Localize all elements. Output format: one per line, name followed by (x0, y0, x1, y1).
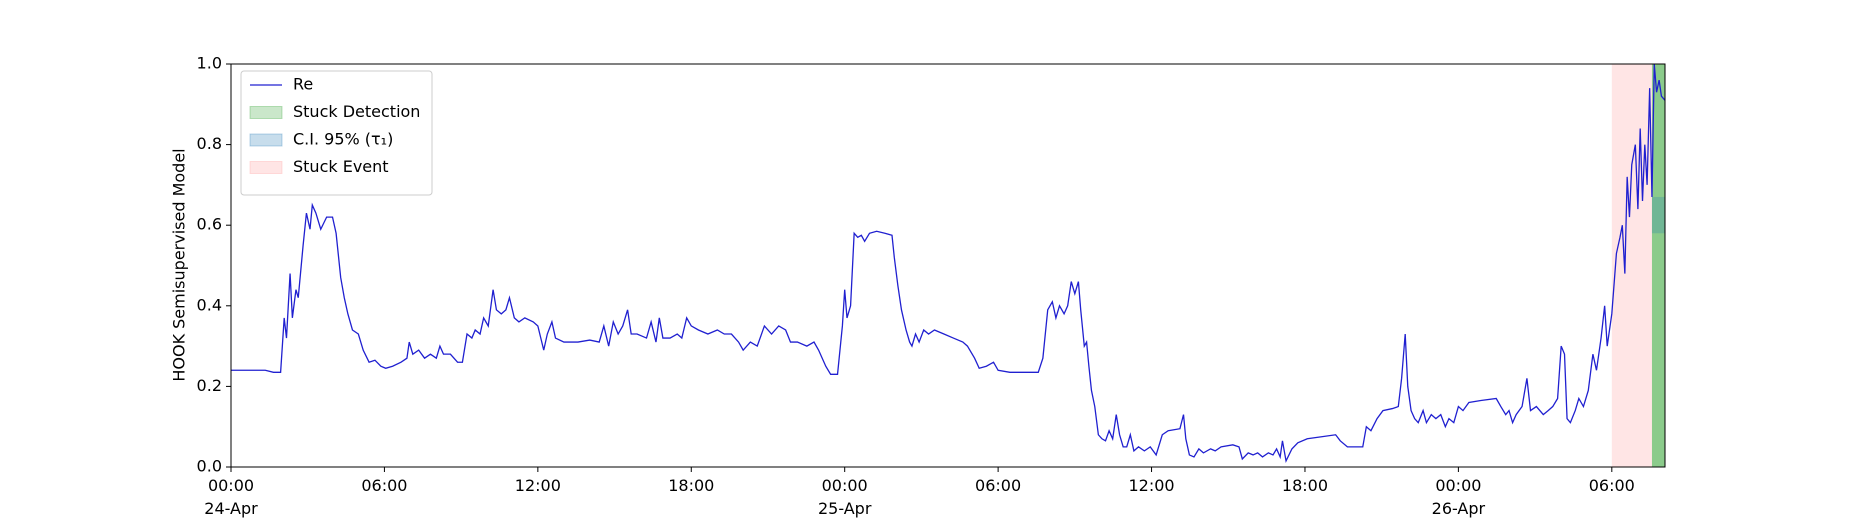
legend-swatch (249, 161, 283, 174)
legend: Re Stuck Detection C.I. 95% (τ₁) Stuck Even… (240, 70, 433, 196)
x-tick-label: 00:00 26-Apr (1431, 476, 1486, 518)
legend-label: C.I. 95% (τ₁) (293, 130, 393, 149)
y-tick-label: 0.6 (197, 215, 222, 234)
legend-swatch (249, 106, 283, 119)
x-tick-label: 00:00 25-Apr (817, 476, 872, 518)
legend-box (240, 70, 433, 196)
legend-label: Stuck Detection (293, 102, 420, 121)
x-tick-label: 06:00 (361, 476, 408, 495)
y-tick-label: 0.0 (197, 457, 222, 476)
span (1651, 196, 1665, 234)
legend-label: Stuck Event (293, 157, 389, 176)
span (1651, 64, 1665, 467)
x-tick-label: 12:00 (514, 476, 561, 495)
plot-frame (230, 63, 1666, 468)
x-tick-label: 18:00 (1281, 476, 1328, 495)
y-tick-label: 1.0 (197, 54, 222, 73)
y-axis-label: HOOK Semisupervised Model (170, 148, 189, 381)
x-tick-label: 18:00 (668, 476, 715, 495)
y-tick-label: 0.8 (197, 134, 222, 153)
span (1611, 64, 1652, 467)
y-tick-label: 0.2 (197, 376, 222, 395)
legend-label: Re (293, 75, 313, 94)
legend-swatch (249, 133, 283, 147)
x-tick-label: 12:00 (1128, 476, 1175, 495)
x-tick-label: 00:00 24-Apr 1900 (204, 476, 258, 525)
data-line (231, 63, 1666, 464)
x-tick-label: 06:00 (975, 476, 1022, 495)
y-tick-label: 0.4 (197, 295, 222, 314)
x-tick-label: 06:00 (1588, 476, 1635, 495)
